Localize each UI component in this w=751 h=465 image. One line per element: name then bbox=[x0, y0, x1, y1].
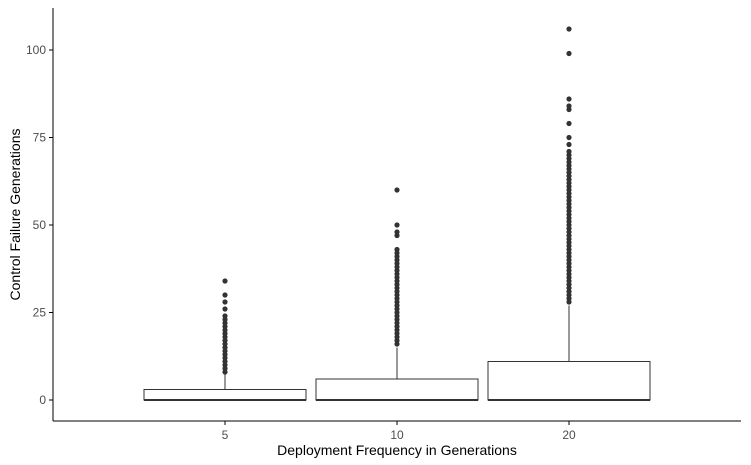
x-axis-title: Deployment Frequency in Generations bbox=[277, 442, 517, 458]
box-group-5 bbox=[143, 278, 307, 401]
outlier-point bbox=[566, 148, 572, 155]
box-body bbox=[487, 361, 651, 401]
outlier-point bbox=[566, 134, 572, 141]
x-axis-ticks: 5 10 20 bbox=[222, 421, 576, 442]
y-tick-label: 100 bbox=[26, 43, 46, 57]
outlier-point bbox=[222, 306, 228, 312]
box-body bbox=[143, 389, 307, 401]
outlier-point bbox=[566, 120, 572, 127]
y-tick-label: 50 bbox=[33, 218, 47, 232]
x-tick-label: 10 bbox=[390, 428, 404, 442]
outlier-point bbox=[394, 229, 400, 235]
outlier-point bbox=[222, 299, 228, 305]
y-axis-title: Control Failure Generations bbox=[7, 129, 23, 301]
y-tick-label: 25 bbox=[33, 306, 47, 320]
x-tick-label: 20 bbox=[562, 428, 576, 442]
outlier-point bbox=[394, 187, 400, 193]
plot-area bbox=[143, 26, 651, 401]
outlier-point bbox=[394, 246, 400, 253]
box-body bbox=[315, 378, 479, 401]
x-tick-label: 5 bbox=[222, 428, 229, 442]
outlier-point bbox=[394, 222, 400, 228]
y-axis-ticks: 0 25 50 75 100 bbox=[26, 43, 53, 407]
outlier-point bbox=[566, 50, 572, 57]
box-group-20 bbox=[487, 26, 651, 401]
outlier-point bbox=[222, 292, 228, 298]
y-tick-label: 75 bbox=[33, 131, 47, 145]
outlier-point bbox=[566, 103, 572, 109]
outlier-point bbox=[566, 141, 572, 148]
y-tick-label: 0 bbox=[39, 393, 46, 407]
outlier-point bbox=[566, 26, 572, 32]
outlier-point bbox=[566, 96, 572, 102]
outlier-point bbox=[222, 278, 228, 284]
outlier-point bbox=[222, 313, 228, 319]
box-group-10 bbox=[315, 187, 479, 401]
